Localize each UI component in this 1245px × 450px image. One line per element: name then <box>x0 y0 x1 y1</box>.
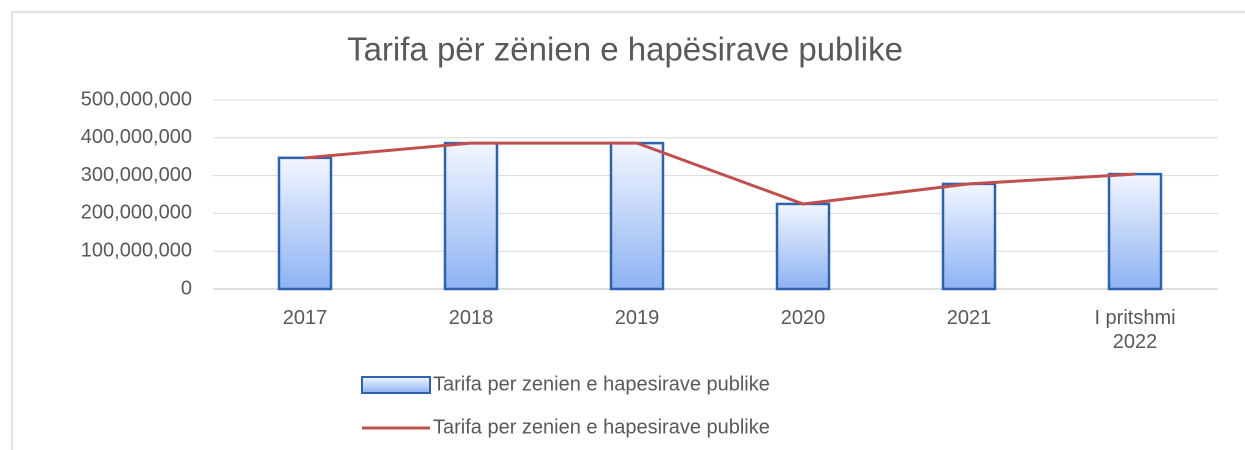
y-tick-label: 200,000,000 <box>81 202 192 224</box>
y-tick-label: 300,000,000 <box>81 164 192 186</box>
bar <box>609 141 665 291</box>
bar <box>941 182 997 291</box>
bar <box>775 202 831 291</box>
x-tick-label: 2019 <box>614 307 660 329</box>
line <box>304 141 1136 206</box>
x-tick-label: 2017 <box>282 307 328 329</box>
y-tick-label: 0 <box>181 277 192 299</box>
chart-title: Tarifa për zënien e hapësirave publike <box>347 31 903 68</box>
x-tick-label: 2021 <box>946 307 992 329</box>
x-tick-label: I pritshmi 2022 <box>1094 307 1176 353</box>
bar <box>1107 172 1163 291</box>
bar <box>277 156 333 291</box>
y-tick-label: 100,000,000 <box>81 239 192 261</box>
chart-frame <box>11 11 1245 450</box>
legend-marker <box>361 376 431 394</box>
x-tick-label: 2018 <box>448 307 494 329</box>
legend-label: Tarifa per zenien e hapesirave publike <box>433 416 770 438</box>
legend-label: Tarifa per zenien e hapesirave publike <box>433 373 770 395</box>
y-tick-label: 400,000,000 <box>81 126 192 148</box>
bar <box>443 141 499 291</box>
x-tick-label: 2020 <box>780 307 826 329</box>
y-tick-label: 500,000,000 <box>81 88 192 110</box>
